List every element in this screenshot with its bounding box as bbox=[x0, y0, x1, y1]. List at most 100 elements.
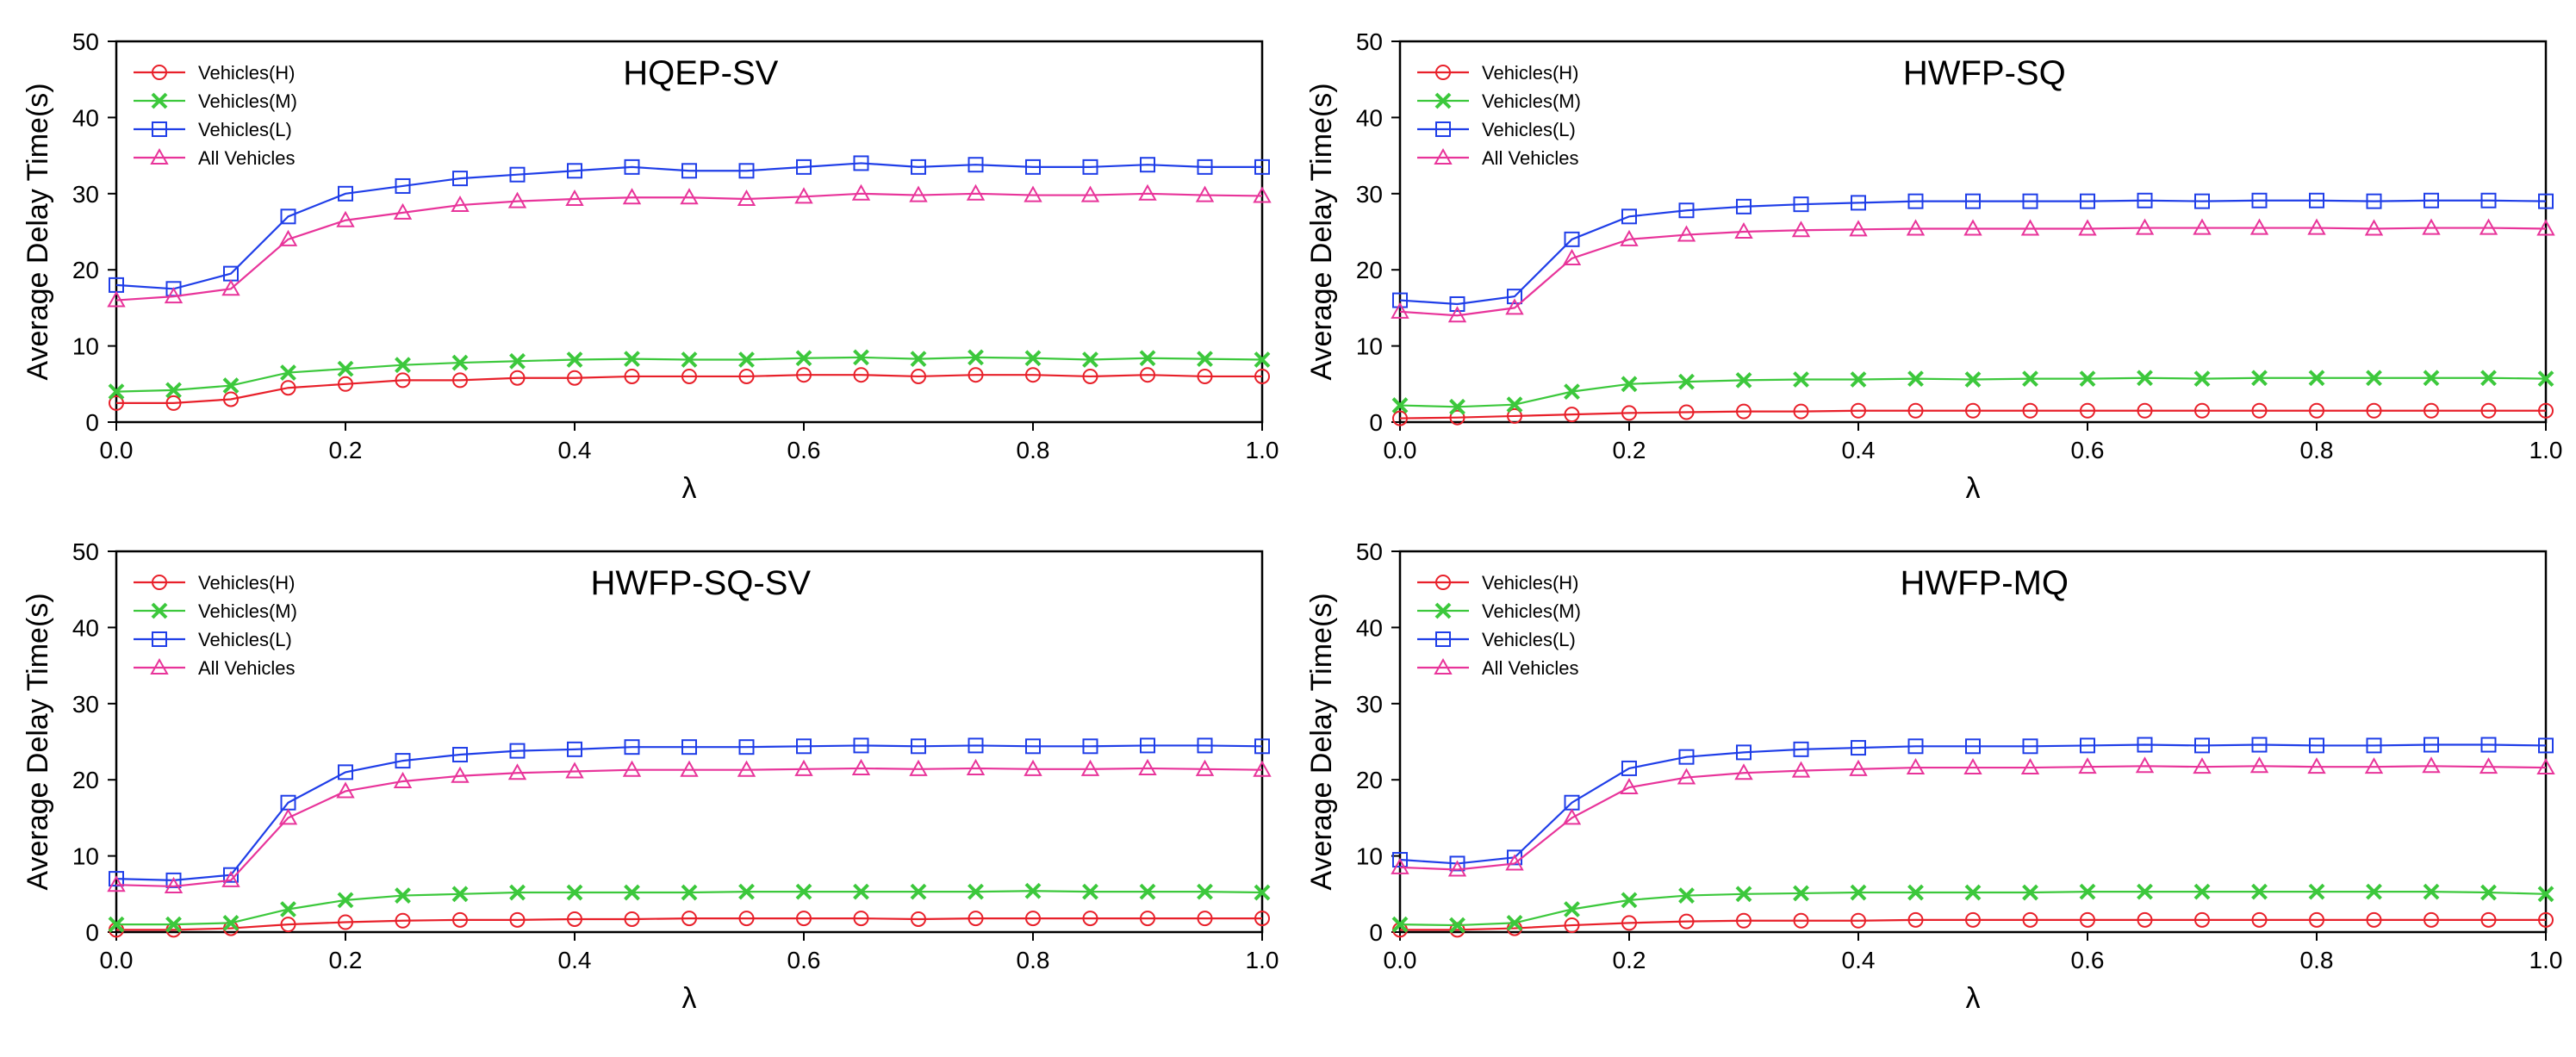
legend-marker-vehicles-l bbox=[152, 121, 167, 137]
legend-label-vehicles-m: Vehicles(M) bbox=[198, 600, 297, 622]
y-tick-label: 40 bbox=[72, 614, 99, 641]
data-point-vehicles-h bbox=[1025, 911, 1041, 927]
data-point-vehicles-l bbox=[2080, 193, 2095, 209]
plot-area-hwfp-sq-sv bbox=[115, 550, 1264, 934]
series-vehicles-h bbox=[109, 367, 1270, 411]
data-point-all-vehicles bbox=[107, 290, 126, 308]
data-point-vehicles-l bbox=[1254, 738, 1270, 755]
data-point-vehicles-m bbox=[108, 383, 125, 401]
x-tick-label: 0.8 bbox=[1017, 947, 1050, 973]
data-point-vehicles-m bbox=[1024, 350, 1042, 367]
data-point-vehicles-m bbox=[1793, 885, 1809, 902]
data-point-vehicles-m bbox=[624, 351, 640, 368]
data-point-vehicles-h bbox=[1851, 402, 1866, 419]
legend-marker-vehicles-h bbox=[1435, 65, 1451, 80]
y-tick-label: 20 bbox=[72, 257, 99, 283]
data-point-vehicles-m bbox=[2137, 883, 2153, 900]
data-point-vehicles-m bbox=[2480, 370, 2497, 387]
data-point-vehicles-h bbox=[2194, 911, 2210, 928]
data-point-vehicles-l bbox=[2538, 193, 2554, 209]
x-tick-label: 0.6 bbox=[787, 437, 821, 463]
data-point-all-vehicles bbox=[278, 229, 298, 246]
legend-marker-vehicles-m bbox=[151, 602, 168, 619]
data-point-vehicles-l bbox=[1564, 231, 1580, 247]
data-point-vehicles-m bbox=[853, 883, 869, 900]
data-point-all-vehicles bbox=[565, 189, 584, 206]
data-point-vehicles-l bbox=[1678, 202, 1695, 219]
data-point-vehicles-l bbox=[2366, 737, 2382, 754]
plot-area-hwfp-mq bbox=[1398, 550, 2548, 934]
x-tick-label: 0.6 bbox=[787, 947, 821, 973]
data-point-vehicles-m bbox=[2366, 370, 2382, 387]
data-point-vehicles-m bbox=[2193, 883, 2211, 900]
data-point-vehicles-l bbox=[1140, 737, 1155, 754]
data-point-all-vehicles bbox=[1447, 306, 1467, 323]
series-vehicles-l bbox=[1392, 737, 2554, 872]
data-point-vehicles-m bbox=[1564, 383, 1580, 401]
legend-label-vehicles-h: Vehicles(H) bbox=[198, 62, 295, 84]
data-point-vehicles-h bbox=[1907, 911, 1924, 928]
data-point-all-vehicles bbox=[336, 781, 355, 799]
data-point-vehicles-m bbox=[2308, 370, 2325, 387]
series-line-vehicles-l bbox=[1399, 199, 2547, 306]
data-point-all-vehicles bbox=[2078, 757, 2097, 774]
series-vehicles-m bbox=[108, 882, 1271, 933]
data-point-all-vehicles bbox=[164, 287, 184, 304]
y-tick-label: 10 bbox=[72, 843, 99, 870]
data-point-vehicles-h bbox=[968, 367, 984, 383]
series-line-all-vehicles bbox=[115, 767, 1263, 888]
data-point-vehicles-h bbox=[624, 368, 640, 384]
data-point-all-vehicles bbox=[2479, 218, 2498, 235]
data-point-vehicles-l bbox=[395, 753, 411, 769]
y-tick-label: 50 bbox=[1356, 28, 1383, 55]
data-point-all-vehicles bbox=[680, 188, 699, 205]
data-point-vehicles-h bbox=[1082, 911, 1098, 927]
data-point-vehicles-l bbox=[1392, 852, 1408, 868]
data-point-vehicles-h bbox=[509, 370, 526, 386]
data-point-vehicles-h bbox=[1907, 402, 1924, 419]
legend-marker-vehicles-h bbox=[152, 65, 167, 80]
data-point-vehicles-h bbox=[681, 368, 697, 384]
series-vehicles-l bbox=[109, 155, 1270, 297]
data-point-vehicles-l bbox=[1621, 208, 1637, 225]
data-point-all-vehicles bbox=[1138, 183, 1157, 201]
data-point-vehicles-l bbox=[853, 155, 869, 171]
data-point-vehicles-m bbox=[968, 883, 984, 900]
data-point-vehicles-m bbox=[1197, 883, 1213, 900]
data-point-vehicles-m bbox=[108, 916, 125, 933]
legend-hwfp-sq: Vehicles(H) Vehicles(M) Vehicles(L) All Veh… bbox=[1417, 62, 1581, 169]
data-point-vehicles-l bbox=[1736, 198, 1752, 215]
data-point-vehicles-l bbox=[2309, 192, 2324, 208]
data-point-all-vehicles bbox=[2193, 218, 2212, 235]
data-point-vehicles-h bbox=[2309, 911, 2324, 928]
legend-label-vehicles-h: Vehicles(H) bbox=[198, 572, 295, 594]
y-tick-label: 30 bbox=[72, 691, 99, 718]
x-tick-label: 0.0 bbox=[1384, 437, 1417, 463]
data-point-all-vehicles bbox=[909, 759, 928, 776]
x-tick-label: 0.4 bbox=[558, 947, 592, 973]
series-all-vehicles bbox=[107, 758, 1272, 893]
data-point-vehicles-l bbox=[624, 739, 640, 755]
data-point-vehicles-l bbox=[796, 159, 812, 175]
data-point-vehicles-l bbox=[567, 163, 582, 179]
data-point-vehicles-h bbox=[2366, 911, 2382, 928]
y-tick-label: 10 bbox=[72, 333, 99, 360]
data-point-vehicles-h bbox=[338, 376, 353, 392]
data-point-vehicles-m bbox=[681, 351, 698, 368]
data-point-all-vehicles bbox=[1253, 186, 1272, 203]
data-point-vehicles-m bbox=[451, 354, 469, 371]
chart-title: HWFP-SQ bbox=[1903, 54, 2066, 92]
data-point-all-vehicles bbox=[1734, 221, 1753, 239]
x-tick-label: 1.0 bbox=[1246, 947, 1279, 973]
legend-marker-all-vehicles bbox=[150, 657, 169, 675]
data-point-all-vehicles bbox=[2479, 757, 2498, 774]
data-point-vehicles-l bbox=[1025, 159, 1041, 175]
data-point-all-vehicles bbox=[622, 760, 642, 777]
data-point-all-vehicles bbox=[1505, 298, 1524, 315]
data-point-vehicles-m bbox=[2022, 884, 2038, 901]
data-point-vehicles-h bbox=[452, 372, 468, 389]
data-point-all-vehicles bbox=[794, 187, 813, 204]
data-point-vehicles-l bbox=[2194, 737, 2210, 754]
data-point-vehicles-l bbox=[1082, 738, 1098, 755]
data-point-vehicles-m bbox=[2251, 883, 2268, 900]
